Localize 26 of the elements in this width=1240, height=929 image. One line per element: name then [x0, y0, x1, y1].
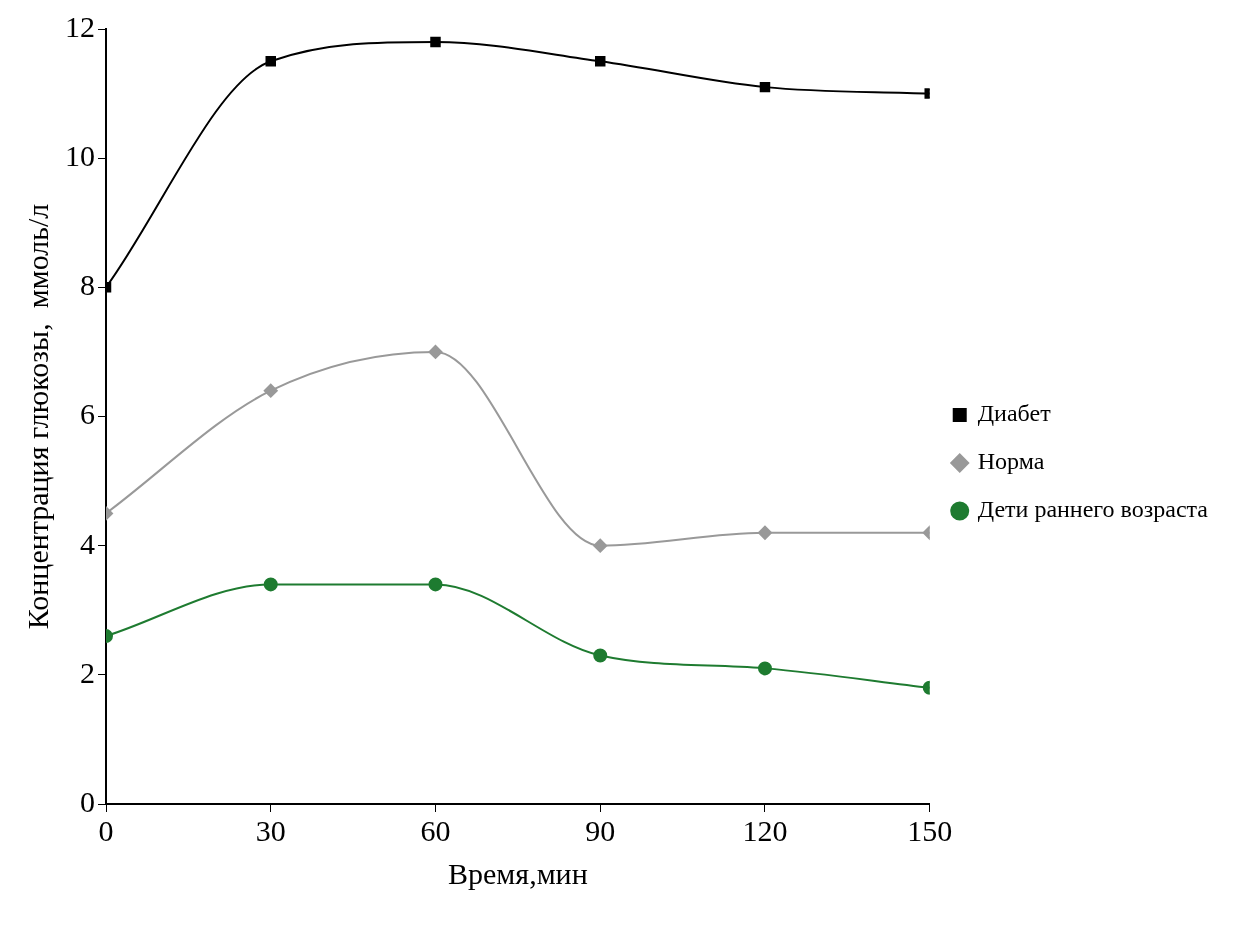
point: [757, 525, 772, 540]
x-tick-label: 90: [585, 813, 616, 847]
point: [757, 661, 772, 676]
legend-label: Норма: [977, 448, 1045, 475]
y-tick-label: 0: [80, 784, 95, 818]
point: [428, 344, 443, 359]
point: [593, 538, 608, 553]
x-tick-label: 60: [420, 813, 451, 847]
y-tick-label: 2: [80, 655, 95, 689]
y-tick-label: 12: [65, 9, 95, 43]
x-tick-label: 30: [255, 813, 286, 847]
point: [594, 56, 606, 67]
x-tick-label: 120: [742, 813, 788, 847]
point: [759, 81, 771, 93]
y-tick-label: 8: [80, 268, 95, 302]
y-tick-label: 10: [65, 139, 95, 173]
y-tick-label: 6: [80, 397, 95, 431]
x-axis-title: Время,мин: [448, 856, 588, 890]
x-tick-label: 150: [907, 813, 953, 847]
legend-label: Дети раннего возраста: [977, 496, 1209, 523]
legend-label: Диабет: [977, 400, 1052, 427]
y-axis-title: Концентрация глюкозы, ммоль/л: [20, 203, 54, 630]
y-tick-label: 4: [80, 526, 95, 560]
point: [428, 577, 443, 592]
point: [593, 648, 608, 663]
point: [430, 36, 441, 48]
